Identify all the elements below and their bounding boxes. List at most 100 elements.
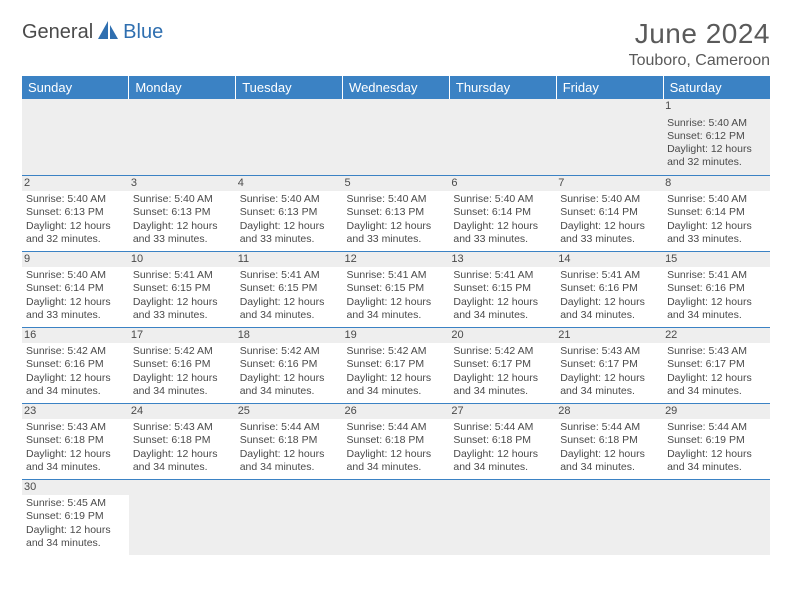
daylight-line: Daylight: 12 hours and 34 minutes. — [347, 372, 446, 398]
daylight-line: Daylight: 12 hours and 34 minutes. — [240, 372, 339, 398]
sunset-line: Sunset: 6:14 PM — [453, 206, 552, 219]
sunset-line: Sunset: 6:19 PM — [26, 510, 125, 523]
daylight-line: Daylight: 12 hours and 33 minutes. — [667, 220, 766, 246]
day-number: 13 — [449, 252, 556, 268]
sunset-line: Sunset: 6:15 PM — [347, 282, 446, 295]
sunset-line: Sunset: 6:13 PM — [347, 206, 446, 219]
daylight-line: Daylight: 12 hours and 34 minutes. — [667, 448, 766, 474]
calendar-row: 9Sunrise: 5:40 AMSunset: 6:14 PMDaylight… — [22, 251, 770, 327]
calendar-cell: 19Sunrise: 5:42 AMSunset: 6:17 PMDayligh… — [343, 327, 450, 403]
logo-sail-icon — [97, 20, 119, 45]
calendar-cell: 8Sunrise: 5:40 AMSunset: 6:14 PMDaylight… — [663, 175, 770, 251]
calendar-cell: 5Sunrise: 5:40 AMSunset: 6:13 PMDaylight… — [343, 175, 450, 251]
calendar-row: 2Sunrise: 5:40 AMSunset: 6:13 PMDaylight… — [22, 175, 770, 251]
sunset-line: Sunset: 6:16 PM — [133, 358, 232, 371]
daylight-line: Daylight: 12 hours and 33 minutes. — [453, 220, 552, 246]
sunrise-line: Sunrise: 5:44 AM — [667, 421, 766, 434]
sunrise-line: Sunrise: 5:41 AM — [667, 269, 766, 282]
calendar-cell: 17Sunrise: 5:42 AMSunset: 6:16 PMDayligh… — [129, 327, 236, 403]
daylight-line: Daylight: 12 hours and 33 minutes. — [240, 220, 339, 246]
sunrise-line: Sunrise: 5:44 AM — [560, 421, 659, 434]
sunrise-line: Sunrise: 5:44 AM — [347, 421, 446, 434]
sunrise-line: Sunrise: 5:41 AM — [453, 269, 552, 282]
weekday-header: Sunday — [22, 76, 129, 99]
sunrise-line: Sunrise: 5:44 AM — [240, 421, 339, 434]
day-number: 22 — [663, 328, 770, 344]
location: Touboro, Cameroon — [629, 52, 770, 70]
day-number: 26 — [343, 404, 450, 420]
daylight-line: Daylight: 12 hours and 34 minutes. — [453, 448, 552, 474]
sunset-line: Sunset: 6:16 PM — [667, 282, 766, 295]
sunrise-line: Sunrise: 5:40 AM — [26, 193, 125, 206]
day-number: 14 — [556, 252, 663, 268]
sunset-line: Sunset: 6:13 PM — [133, 206, 232, 219]
sunrise-line: Sunrise: 5:42 AM — [26, 345, 125, 358]
sunset-line: Sunset: 6:15 PM — [453, 282, 552, 295]
calendar-row: 16Sunrise: 5:42 AMSunset: 6:16 PMDayligh… — [22, 327, 770, 403]
sunrise-line: Sunrise: 5:40 AM — [347, 193, 446, 206]
calendar-cell: 10Sunrise: 5:41 AMSunset: 6:15 PMDayligh… — [129, 251, 236, 327]
daylight-line: Daylight: 12 hours and 34 minutes. — [26, 448, 125, 474]
calendar-cell: 9Sunrise: 5:40 AMSunset: 6:14 PMDaylight… — [22, 251, 129, 327]
daylight-line: Daylight: 12 hours and 34 minutes. — [667, 296, 766, 322]
daylight-line: Daylight: 12 hours and 33 minutes. — [26, 296, 125, 322]
calendar-row: 23Sunrise: 5:43 AMSunset: 6:18 PMDayligh… — [22, 403, 770, 479]
sunrise-line: Sunrise: 5:40 AM — [667, 117, 766, 130]
sunrise-line: Sunrise: 5:42 AM — [240, 345, 339, 358]
sunrise-line: Sunrise: 5:42 AM — [133, 345, 232, 358]
sunrise-line: Sunrise: 5:40 AM — [26, 269, 125, 282]
sunset-line: Sunset: 6:14 PM — [26, 282, 125, 295]
sunrise-line: Sunrise: 5:43 AM — [560, 345, 659, 358]
calendar-cell: 28Sunrise: 5:44 AMSunset: 6:18 PMDayligh… — [556, 403, 663, 479]
day-number: 6 — [449, 176, 556, 192]
daylight-line: Daylight: 12 hours and 33 minutes. — [560, 220, 659, 246]
day-number: 9 — [22, 252, 129, 268]
sunrise-line: Sunrise: 5:43 AM — [133, 421, 232, 434]
day-number: 18 — [236, 328, 343, 344]
calendar-cell — [556, 479, 663, 555]
calendar-cell: 20Sunrise: 5:42 AMSunset: 6:17 PMDayligh… — [449, 327, 556, 403]
sunrise-line: Sunrise: 5:42 AM — [347, 345, 446, 358]
day-number: 8 — [663, 176, 770, 192]
day-number: 12 — [343, 252, 450, 268]
sunrise-line: Sunrise: 5:41 AM — [133, 269, 232, 282]
sunset-line: Sunset: 6:16 PM — [560, 282, 659, 295]
daylight-line: Daylight: 12 hours and 34 minutes. — [453, 372, 552, 398]
daylight-line: Daylight: 12 hours and 34 minutes. — [133, 448, 232, 474]
sunset-line: Sunset: 6:16 PM — [26, 358, 125, 371]
calendar-cell: 3Sunrise: 5:40 AMSunset: 6:13 PMDaylight… — [129, 175, 236, 251]
calendar-row: 1Sunrise: 5:40 AMSunset: 6:12 PMDaylight… — [22, 99, 770, 175]
sunset-line: Sunset: 6:15 PM — [240, 282, 339, 295]
calendar-cell — [556, 99, 663, 175]
sunrise-line: Sunrise: 5:40 AM — [453, 193, 552, 206]
sunrise-line: Sunrise: 5:43 AM — [667, 345, 766, 358]
daylight-line: Daylight: 12 hours and 34 minutes. — [560, 448, 659, 474]
calendar-cell: 18Sunrise: 5:42 AMSunset: 6:16 PMDayligh… — [236, 327, 343, 403]
day-number: 20 — [449, 328, 556, 344]
daylight-line: Daylight: 12 hours and 34 minutes. — [240, 296, 339, 322]
calendar-cell — [663, 479, 770, 555]
day-number: 28 — [556, 404, 663, 420]
calendar-cell: 25Sunrise: 5:44 AMSunset: 6:18 PMDayligh… — [236, 403, 343, 479]
sunset-line: Sunset: 6:16 PM — [240, 358, 339, 371]
logo: General Blue — [22, 18, 163, 45]
daylight-line: Daylight: 12 hours and 34 minutes. — [560, 372, 659, 398]
calendar-table: SundayMondayTuesdayWednesdayThursdayFrid… — [22, 76, 770, 555]
logo-text-general: General — [22, 21, 93, 44]
sunset-line: Sunset: 6:14 PM — [560, 206, 659, 219]
day-number: 1 — [663, 99, 770, 115]
day-number: 30 — [22, 480, 129, 496]
day-number: 16 — [22, 328, 129, 344]
calendar-cell — [449, 99, 556, 175]
day-number: 23 — [22, 404, 129, 420]
calendar-cell: 11Sunrise: 5:41 AMSunset: 6:15 PMDayligh… — [236, 251, 343, 327]
sunset-line: Sunset: 6:17 PM — [560, 358, 659, 371]
day-number: 11 — [236, 252, 343, 268]
sunrise-line: Sunrise: 5:44 AM — [453, 421, 552, 434]
sunset-line: Sunset: 6:12 PM — [667, 130, 766, 143]
daylight-line: Daylight: 12 hours and 33 minutes. — [133, 296, 232, 322]
calendar-cell: 1Sunrise: 5:40 AMSunset: 6:12 PMDaylight… — [663, 99, 770, 175]
daylight-line: Daylight: 12 hours and 34 minutes. — [240, 448, 339, 474]
sunrise-line: Sunrise: 5:41 AM — [240, 269, 339, 282]
day-number: 15 — [663, 252, 770, 268]
